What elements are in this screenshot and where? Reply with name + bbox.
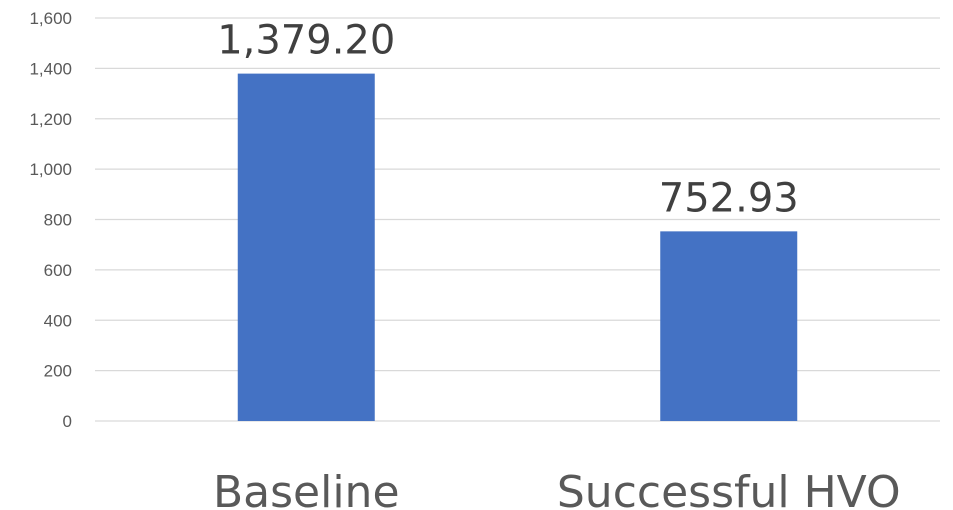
bar (660, 231, 798, 421)
y-tick-label: 1,200 (29, 110, 72, 129)
category-label: Successful HVO (557, 467, 901, 510)
bar (237, 73, 375, 421)
y-tick-label: 0 (63, 412, 72, 431)
bars (237, 73, 798, 421)
category-labels: Baseline Successful HVO (213, 467, 901, 510)
y-tick-label: 1,600 (29, 9, 72, 28)
category-label: Baseline (213, 467, 400, 510)
bar-data-label: 752.93 (659, 175, 799, 221)
y-tick-label: 800 (44, 211, 72, 230)
y-tick-label: 400 (44, 311, 72, 330)
y-tick-label: 200 (44, 362, 72, 381)
y-tick-label: 1,000 (29, 160, 72, 179)
gridlines (95, 17, 940, 422)
data-labels: 1,379.20 752.93 (217, 18, 799, 222)
y-tick-label: 1,400 (29, 59, 72, 78)
y-axis-tick-labels: 0 200 400 600 800 1,000 1,200 1,400 1,600 (29, 9, 72, 431)
bar-data-label: 1,379.20 (217, 18, 395, 64)
y-tick-label: 600 (44, 261, 72, 280)
